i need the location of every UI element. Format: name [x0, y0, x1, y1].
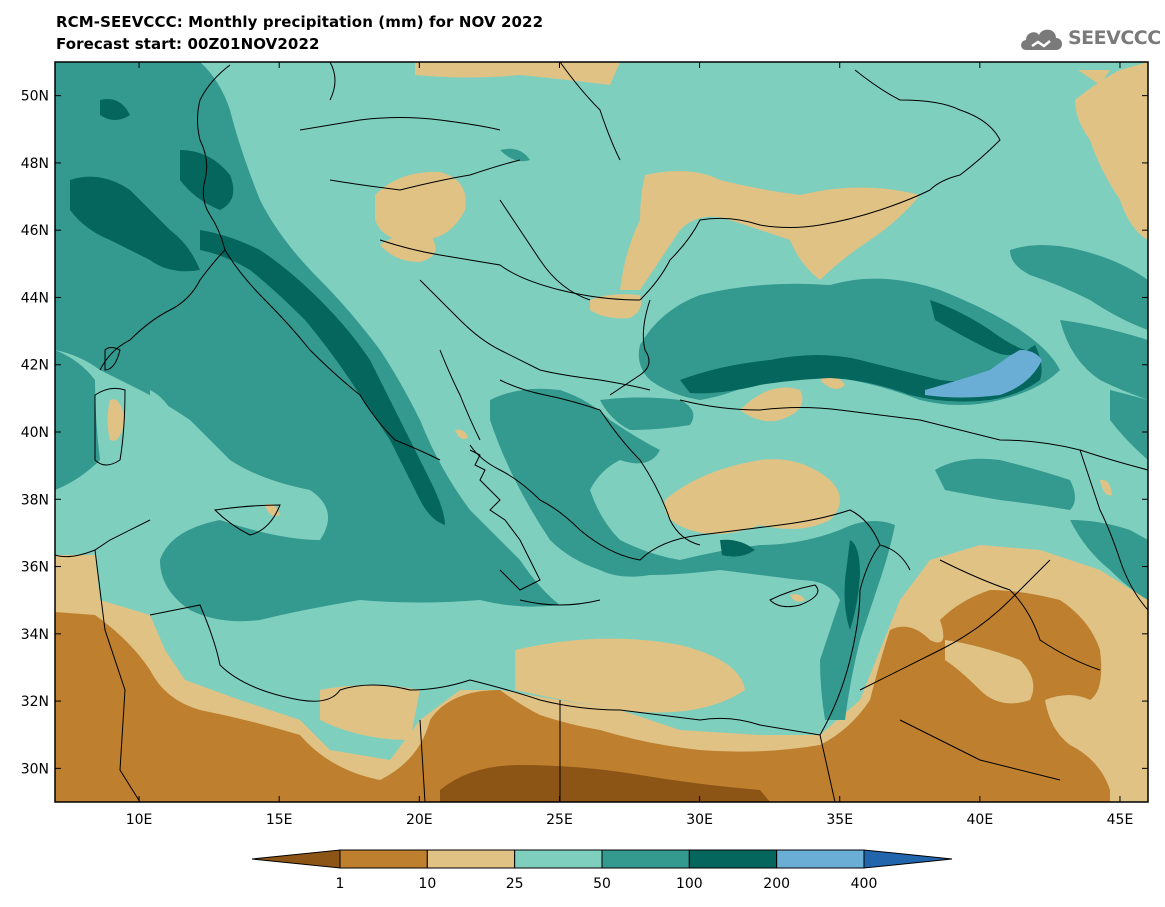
- cloud-icon: [1021, 29, 1062, 50]
- lat-label: 48N: [21, 156, 49, 172]
- colorbar-label: 10: [418, 876, 436, 892]
- field-1-10: [55, 590, 1110, 802]
- lat-label: 46N: [21, 223, 49, 239]
- lat-label: 34N: [21, 627, 49, 643]
- lon-label: 30E: [686, 812, 713, 828]
- lat-label: 44N: [21, 290, 49, 306]
- lat-label: 50N: [21, 89, 49, 105]
- lat-label: 32N: [21, 694, 49, 710]
- lon-label: 20E: [406, 812, 433, 828]
- lon-label: 45E: [1107, 812, 1134, 828]
- lat-label: 42N: [21, 358, 49, 374]
- colorbar-label: 100: [676, 876, 703, 892]
- colorbar-label: 50: [593, 876, 611, 892]
- colorbar-min-arrow: [251, 849, 341, 869]
- latitude-axis: 50N 48N 46N 44N 42N 40N 38N 36N 34N 32N 30N: [21, 89, 1148, 777]
- colorbar-label: 25: [506, 876, 524, 892]
- colorbar: 1 10 25 50 100 200 400: [251, 849, 953, 892]
- lon-label: 40E: [967, 812, 994, 828]
- colorbar-segment: [339, 849, 428, 869]
- lon-label: 15E: [266, 812, 293, 828]
- colorbar-segment: [514, 849, 603, 869]
- lat-label: 30N: [21, 761, 49, 777]
- colorbar-label: 1: [336, 876, 345, 892]
- seevccc-logo: SEEVCCC: [1018, 22, 1161, 56]
- logo-text: SEEVCCC: [1068, 27, 1161, 49]
- lat-label: 36N: [21, 560, 49, 576]
- lat-label: 38N: [21, 492, 49, 508]
- coastlines-and-borders: [55, 62, 1148, 802]
- field-200-400: [925, 350, 1042, 398]
- colorbar-segment: [426, 849, 516, 869]
- lat-label: 40N: [21, 425, 49, 441]
- lon-label: 35E: [826, 812, 853, 828]
- longitude-axis: 10E 15E 20E 25E 30E 35E 40E 45E: [126, 62, 1134, 828]
- map-title: RCM-SEEVCCC: Monthly precipitation (mm) …: [56, 13, 544, 31]
- colorbar-segment: [776, 849, 865, 869]
- field-below-1: [440, 765, 770, 802]
- lon-label: 25E: [546, 812, 573, 828]
- lon-label: 10E: [126, 812, 153, 828]
- colorbar-max-arrow: [863, 849, 953, 869]
- colorbar-label: 200: [763, 876, 790, 892]
- forecast-start: Forecast start: 00Z01NOV2022: [56, 35, 320, 53]
- colorbar-segment: [601, 849, 690, 869]
- colorbar-segment: [688, 849, 778, 869]
- precipitation-field: [55, 62, 1148, 802]
- colorbar-label: 400: [851, 876, 878, 892]
